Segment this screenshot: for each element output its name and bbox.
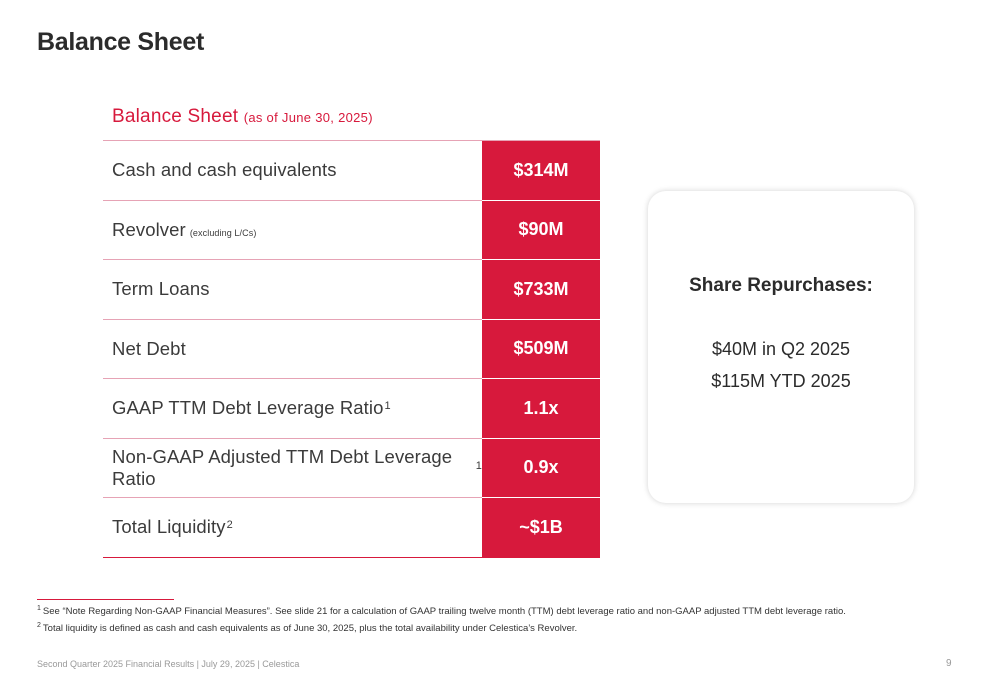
footer-text: Second Quarter 2025 Financial Results | … bbox=[37, 659, 300, 669]
row-value: $314M bbox=[482, 141, 600, 201]
table-heading-date: (as of June 30, 2025) bbox=[243, 110, 373, 125]
row-label-text: Total Liquidity bbox=[112, 516, 226, 538]
footnote-number: 2 bbox=[37, 622, 41, 629]
table-heading-title: Balance Sheet bbox=[112, 106, 239, 127]
row-label: Term Loans bbox=[103, 260, 482, 319]
row-value: ~$1B bbox=[482, 498, 600, 557]
page-number: 9 bbox=[946, 658, 952, 669]
row-label: Non-GAAP Adjusted TTM Debt Leverage Rati… bbox=[103, 439, 482, 498]
row-value: 1.1x bbox=[482, 379, 600, 439]
row-label: Cash and cash equivalents bbox=[103, 141, 482, 200]
repurchase-q2: $40M in Q2 2025 bbox=[711, 339, 851, 359]
footnote-text: Total liquidity is defined as cash and c… bbox=[42, 623, 578, 635]
table-row: Cash and cash equivalents $314M bbox=[103, 141, 600, 201]
row-label-text: Non-GAAP Adjusted TTM Debt Leverage Rati… bbox=[112, 445, 453, 489]
footnote-ref: 2 bbox=[226, 519, 233, 532]
footnote-number: 1 bbox=[37, 605, 41, 612]
footnote-divider bbox=[37, 599, 174, 600]
footnote-text: See “Note Regarding Non-GAAP Financial M… bbox=[42, 606, 846, 618]
row-label-text: GAAP TTM Debt Leverage Ratio bbox=[112, 397, 384, 419]
page-title: Balance Sheet bbox=[37, 28, 205, 56]
row-label: Revolver (excluding L/Cs) bbox=[103, 201, 482, 260]
table-row: GAAP TTM Debt Leverage Ratio 1 1.1x bbox=[103, 379, 600, 439]
table-row: Total Liquidity 2 ~$1B bbox=[103, 498, 600, 558]
row-value: $90M bbox=[482, 200, 600, 260]
share-repurchases-card: Share Repurchases: $40M in Q2 2025 $115M… bbox=[648, 191, 914, 503]
table-row: Net Debt $509M bbox=[103, 319, 600, 379]
row-label-note: (excluding L/Cs) bbox=[189, 227, 257, 238]
repurchase-ytd: $115M YTD 2025 bbox=[711, 371, 851, 391]
table-row: Term Loans $733M bbox=[103, 260, 600, 320]
footnote-1: 1 See “Note Regarding Non-GAAP Financial … bbox=[37, 605, 846, 617]
table-row: Revolver (excluding L/Cs) $90M bbox=[103, 200, 600, 260]
row-label-text: Term Loans bbox=[112, 278, 210, 300]
footnote-2: 2 Total liquidity is defined as cash and … bbox=[37, 622, 577, 634]
row-label-text: Revolver bbox=[112, 218, 186, 240]
row-label: GAAP TTM Debt Leverage Ratio 1 bbox=[103, 379, 482, 438]
row-value: 0.9x bbox=[482, 438, 600, 498]
row-label-text: Cash and cash equivalents bbox=[112, 159, 337, 181]
row-label: Total Liquidity 2 bbox=[103, 498, 482, 557]
card-title: Share Repurchases: bbox=[689, 275, 873, 296]
row-label: Net Debt bbox=[103, 320, 482, 379]
footnote-ref: 1 bbox=[384, 400, 391, 413]
row-value: $733M bbox=[482, 260, 600, 320]
table-row: Non-GAAP Adjusted TTM Debt Leverage Rati… bbox=[103, 438, 600, 498]
table-heading: Balance Sheet (as of June 30, 2025) bbox=[112, 106, 373, 128]
footnote-ref: 1 bbox=[475, 459, 482, 472]
balance-sheet-table: Cash and cash equivalents $314M Revolver… bbox=[103, 140, 600, 558]
row-label-text: Net Debt bbox=[112, 337, 186, 359]
row-value: $509M bbox=[482, 319, 600, 379]
